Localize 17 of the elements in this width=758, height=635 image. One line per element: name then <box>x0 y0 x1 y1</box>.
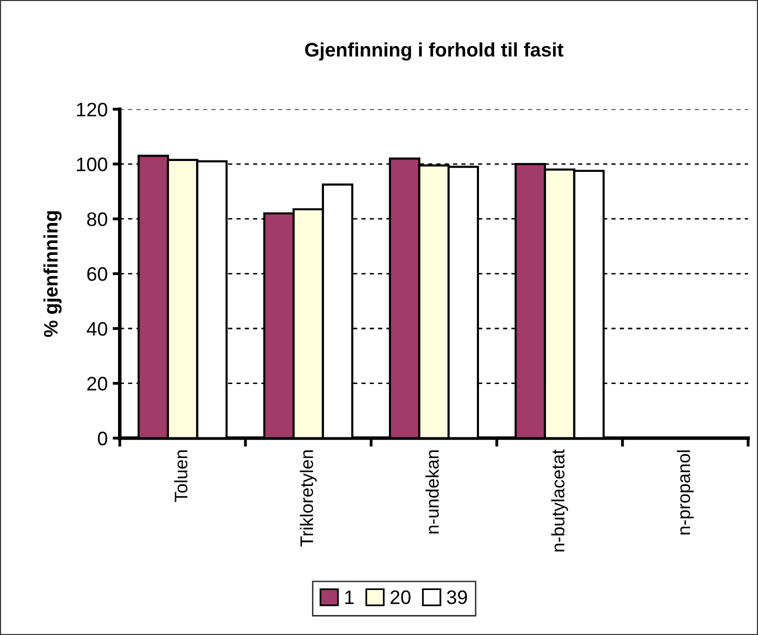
legend-label: 20 <box>390 590 410 604</box>
y-tick-label: 60 <box>87 267 108 281</box>
y-tick-label: 0 <box>98 432 108 446</box>
y-tick-label: 100 <box>77 158 108 172</box>
x-tick-label: Toluen <box>174 450 188 502</box>
y-tick-label: 120 <box>77 102 108 116</box>
x-tick-label: n-undekan <box>426 450 439 534</box>
y-tick-label: 20 <box>87 376 108 391</box>
legend-label: 39 <box>446 590 467 604</box>
x-tick-label: Trikloretylen <box>300 450 317 546</box>
chart-title: Gjenfinning i forhold til fasit <box>305 42 564 61</box>
y-tick-label: 40 <box>86 322 108 336</box>
x-tick-label: n-propanol <box>676 450 694 534</box>
y-axis-title: % gjenfinning <box>43 211 62 337</box>
legend-label: 1 <box>345 590 354 604</box>
y-tick-label: 80 <box>87 212 108 226</box>
x-tick-label: n-butylacetat <box>551 449 568 552</box>
